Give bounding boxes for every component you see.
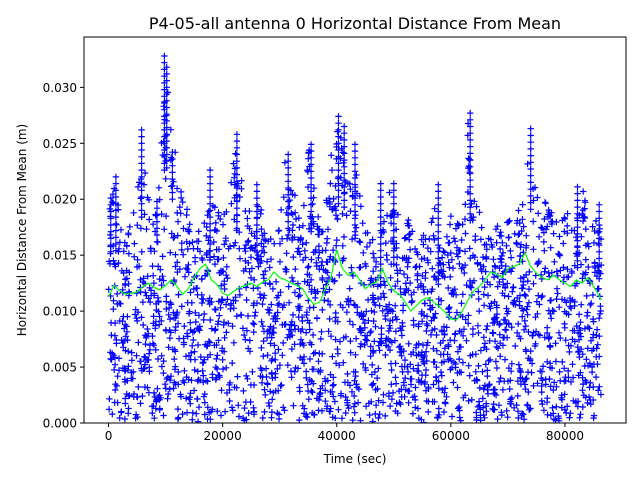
spike-point bbox=[107, 194, 114, 255]
scatter-series bbox=[105, 89, 605, 423]
y-tick-label: 0.005 bbox=[43, 361, 77, 375]
y-axis: 0.000 0.005 0.010 0.015 0.020 0.025 0.030 bbox=[43, 81, 84, 431]
spike-point bbox=[307, 141, 315, 235]
y-tick-label: 0.000 bbox=[43, 417, 77, 431]
plot-frame bbox=[83, 36, 627, 424]
spike-point bbox=[169, 149, 176, 203]
x-tick-label: 0 bbox=[105, 429, 113, 443]
x-tick-label: 20000 bbox=[204, 429, 242, 443]
y-tick-label: 0.015 bbox=[43, 249, 77, 263]
y-tick-label: 0.010 bbox=[43, 305, 77, 319]
spike-point bbox=[112, 173, 120, 254]
mean-line-series bbox=[107, 249, 603, 321]
spike-point bbox=[574, 183, 581, 271]
y-tick-label: 0.025 bbox=[43, 137, 77, 151]
plot-area bbox=[105, 52, 605, 423]
x-axis: 0 20000 40000 60000 80000 bbox=[105, 423, 584, 443]
x-tick-label: 80000 bbox=[546, 429, 584, 443]
x-tick-label: 60000 bbox=[432, 429, 470, 443]
x-tick-label: 40000 bbox=[318, 429, 356, 443]
y-tick-label: 0.030 bbox=[43, 81, 77, 95]
spike-point bbox=[335, 113, 342, 207]
x-axis-label: Time (sec) bbox=[323, 452, 387, 466]
spike-point bbox=[138, 126, 145, 221]
spike-point bbox=[253, 181, 261, 262]
spike-point bbox=[153, 198, 161, 245]
spike-point bbox=[467, 109, 474, 224]
spike-point bbox=[163, 64, 170, 172]
spike-point bbox=[596, 201, 603, 282]
y-axis-label: Horizontal Distance From Mean (m) bbox=[15, 124, 29, 336]
spike-point bbox=[341, 123, 348, 211]
spike-point bbox=[351, 141, 359, 242]
spike-point bbox=[161, 52, 168, 174]
spike-point bbox=[390, 180, 397, 268]
spike-point bbox=[206, 166, 214, 261]
spike-series bbox=[107, 52, 603, 288]
mean-line bbox=[107, 249, 603, 321]
spike-point bbox=[435, 181, 442, 282]
y-tick-label: 0.020 bbox=[43, 193, 77, 207]
spike-point bbox=[377, 180, 384, 288]
spike-point bbox=[233, 131, 241, 232]
spike-point bbox=[527, 125, 534, 213]
chart-title: P4-05-all antenna 0 Horizontal Distance … bbox=[149, 14, 561, 33]
spike-point bbox=[285, 151, 292, 239]
scatter-points bbox=[105, 89, 605, 423]
